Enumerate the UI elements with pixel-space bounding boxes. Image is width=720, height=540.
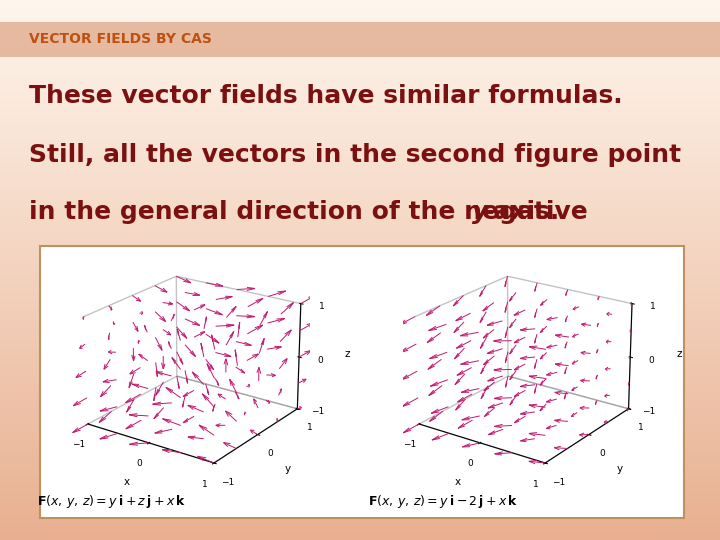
Y-axis label: y: y: [285, 464, 292, 474]
Text: y: y: [472, 200, 488, 224]
Text: $\mathbf{F}(x,\,y,\,z)=y\,\mathbf{i}+z\,\mathbf{j}+x\,\mathbf{k}$: $\mathbf{F}(x,\,y,\,z)=y\,\mathbf{i}+z\,…: [37, 494, 186, 510]
Bar: [40, 246, 684, 518]
Text: Still, all the vectors in the second figure point: Still, all the vectors in the second fig…: [29, 143, 681, 167]
Bar: [0, 22, 720, 57]
X-axis label: x: x: [455, 477, 461, 487]
Text: $\mathbf{F}(x,\,y,\,z)=y\,\mathbf{i}-2\,\mathbf{j}+x\,\mathbf{k}$: $\mathbf{F}(x,\,y,\,z)=y\,\mathbf{i}-2\,…: [368, 494, 518, 510]
Text: in the general direction of the negative: in the general direction of the negative: [29, 200, 596, 224]
Y-axis label: y: y: [616, 464, 623, 474]
Text: VECTOR FIELDS BY CAS: VECTOR FIELDS BY CAS: [29, 32, 212, 46]
Text: These vector fields have similar formulas.: These vector fields have similar formula…: [29, 84, 622, 107]
X-axis label: x: x: [124, 477, 130, 487]
Text: -axis.: -axis.: [484, 200, 560, 224]
